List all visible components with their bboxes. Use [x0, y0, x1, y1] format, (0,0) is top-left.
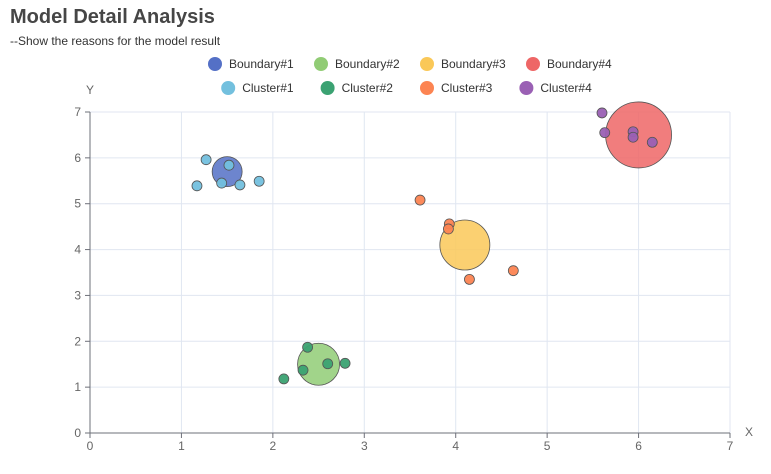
legend-label[interactable]: Boundary#4 [547, 57, 612, 71]
data-marks [191, 101, 672, 386]
x-tick-label: 4 [452, 439, 459, 453]
legend-marker[interactable] [519, 81, 534, 95]
cluster-point[interactable] [507, 265, 519, 277]
legend-label[interactable]: Boundary#3 [441, 57, 506, 71]
boundary-point[interactable] [297, 342, 340, 386]
y-tick-label: 2 [74, 334, 81, 348]
y-tick-label: 0 [74, 426, 81, 440]
legend-label[interactable]: Boundary#2 [335, 57, 400, 71]
cluster-point[interactable] [253, 175, 265, 187]
legend-label[interactable]: Cluster#1 [242, 81, 294, 95]
legend-label[interactable]: Cluster#3 [441, 81, 493, 95]
cluster-point[interactable] [223, 159, 235, 171]
legend-marker[interactable] [526, 57, 540, 71]
cluster-point[interactable] [646, 136, 658, 148]
chart-subtitle: --Show the reasons for the model result [10, 34, 221, 48]
legend-label[interactable]: Boundary#1 [229, 57, 294, 71]
x-tick-label: 5 [544, 439, 551, 453]
cluster-point[interactable] [339, 357, 351, 369]
cluster-point[interactable] [599, 127, 611, 139]
legend: Boundary#1 Boundary#2 Boundary#3 Boundary#4… [208, 57, 612, 95]
x-tick-label: 3 [361, 439, 368, 453]
cluster-point[interactable] [322, 358, 334, 370]
cluster-point[interactable] [234, 179, 246, 191]
cluster-point[interactable] [191, 180, 203, 192]
cluster-point[interactable] [200, 154, 212, 166]
y-tick-label: 6 [74, 151, 81, 165]
x-tick-label: 1 [178, 439, 185, 453]
cluster-point[interactable] [627, 131, 639, 143]
boundary-point[interactable] [605, 101, 672, 169]
cluster-point[interactable] [216, 177, 228, 189]
x-axis-name: X [745, 425, 753, 439]
legend-marker[interactable] [420, 57, 434, 71]
cluster-point[interactable] [442, 223, 454, 235]
legend-marker[interactable] [221, 81, 236, 95]
y-axis-name: Y [86, 83, 94, 97]
y-tick-label: 4 [74, 243, 81, 257]
y-tick-label: 3 [74, 288, 81, 302]
cluster-point[interactable] [464, 273, 475, 285]
cluster-point[interactable] [297, 364, 309, 376]
y-tick-label: 7 [74, 105, 81, 119]
grid-lines [90, 111, 731, 433]
cluster-point[interactable] [414, 194, 426, 206]
y-tick-label: 1 [74, 380, 81, 394]
legend-marker[interactable] [314, 57, 328, 71]
legend-label[interactable]: Cluster#2 [342, 81, 394, 95]
x-tick-label: 7 [727, 439, 734, 453]
cluster-point[interactable] [278, 373, 290, 385]
cluster-point[interactable] [596, 107, 608, 119]
y-tick-label: 5 [74, 197, 81, 211]
legend-label[interactable]: Cluster#4 [540, 81, 592, 95]
chart-title: Model Detail Analysis [10, 6, 215, 28]
x-tick-label: 2 [270, 439, 277, 453]
x-tick-label: 0 [87, 439, 94, 453]
cluster-point[interactable] [302, 341, 314, 353]
legend-marker[interactable] [320, 81, 335, 95]
x-tick-label: 6 [635, 439, 642, 453]
legend-marker[interactable] [208, 57, 222, 71]
legend-marker[interactable] [420, 81, 434, 95]
